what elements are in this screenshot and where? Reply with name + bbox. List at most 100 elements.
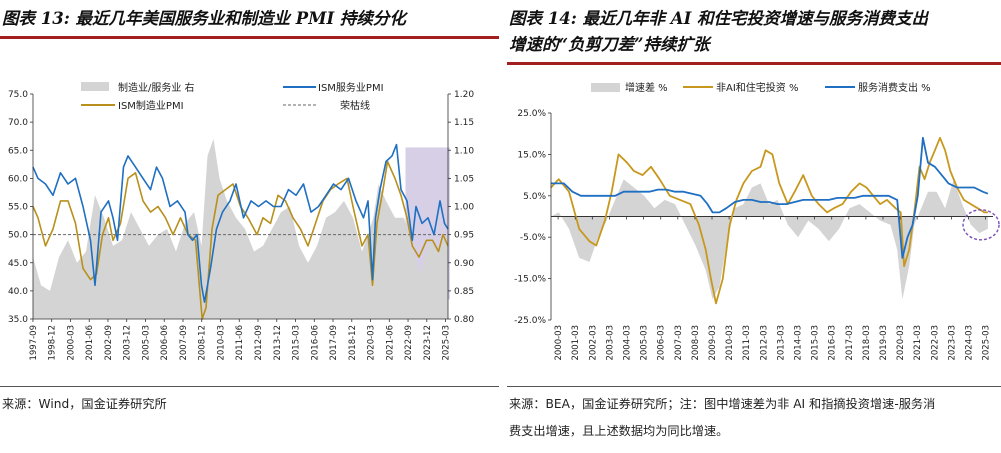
x-tick-label: 2010-03 xyxy=(216,325,226,361)
x-tick-label: 2005-03 xyxy=(640,325,650,361)
x-tick-label: 2008-12 xyxy=(198,325,208,361)
x-tick-label: 2017-03 xyxy=(845,325,855,361)
legend-swatch-gap xyxy=(591,83,620,92)
left-source-note: 来源：Wind，国金证券研究所 xyxy=(2,397,167,411)
y2-tick-label: 1.20 xyxy=(454,90,474,100)
legend-label-gap: 增速差 % xyxy=(625,81,668,94)
x-tick-label: 2022-09 xyxy=(404,325,414,361)
x-tick-label: 2008-03 xyxy=(691,325,701,361)
negative-gap-highlight-circle xyxy=(962,209,1000,241)
x-tick-label: 1998-12 xyxy=(48,325,58,361)
right-source-note-line1: 来源：BEA，国金证券研究所；注：图中增速差为非 AI 和指摘投资增速-服务消 xyxy=(509,397,936,411)
x-tick-label: 2018-03 xyxy=(862,325,872,361)
y2-tick-label: 1.15 xyxy=(454,118,474,128)
x-tick-label: 2011-06 xyxy=(235,325,245,361)
legend-label-manufacturing: ISM制造业PMI xyxy=(118,99,184,112)
x-tick-label: 2014-03 xyxy=(794,325,804,361)
mfg-services-ratio-area xyxy=(33,139,448,319)
y-tick-label: 45.0 xyxy=(8,259,28,269)
x-tick-label: 2001-06 xyxy=(85,325,95,361)
y2-tick-label: 1.05 xyxy=(454,174,474,184)
right-figure-title-line1: 图表 14: 最近几年非 AI 和住宅投资增速与服务消费支出 xyxy=(509,9,929,28)
x-tick-label: 2015-03 xyxy=(811,325,821,361)
right-figure-title-line2: 增速的“负剪刀差”持续扩张 xyxy=(509,35,710,54)
right-source-note-line2: 费支出增速，且上述数据均为同比增速。 xyxy=(509,424,729,438)
legend-label-baseline: 荣枯线 xyxy=(340,99,370,112)
y-tick-label: -25.0% xyxy=(514,316,546,326)
x-tick-label: 2020-03 xyxy=(896,325,906,361)
services-consumption-line xyxy=(551,136,989,259)
y2-tick-label: 0.90 xyxy=(454,259,474,269)
x-tick-label: 2010-03 xyxy=(725,325,735,361)
growth-gap-area xyxy=(551,179,988,300)
y2-tick-label: 0.80 xyxy=(454,315,474,325)
y2-tick-label: 1.10 xyxy=(454,146,474,156)
non-ai-residential-investment-line xyxy=(550,136,988,305)
y2-tick-label: 0.95 xyxy=(454,231,474,241)
x-tick-label: 2018-12 xyxy=(348,325,358,361)
y-tick-label: 40.0 xyxy=(8,287,28,297)
ism-manufacturing-line xyxy=(32,160,449,320)
y-tick-label: 5.0% xyxy=(523,192,546,202)
x-tick-label: 2000-03 xyxy=(554,325,564,361)
investment-consumption-chart: -25.0% -15.0% -5.0% 5.0% 15.0% 25.0% 2000-03 20… xyxy=(514,81,1000,361)
left-source-rule xyxy=(0,386,499,387)
right-source-rule xyxy=(507,386,1001,387)
x-tick-label: 2021-03 xyxy=(913,325,923,361)
legend-label-consumption: 服务消费支出 % xyxy=(858,81,931,94)
x-tick-label: 2003-12 xyxy=(123,325,133,361)
x-tick-label: 2021-06 xyxy=(385,325,395,361)
legend-swatch-ratio xyxy=(81,82,109,91)
x-tick-label: 2004-03 xyxy=(623,325,633,361)
left-title-rule xyxy=(0,36,499,39)
y-tick-label: -5.0% xyxy=(520,233,547,243)
x-tick-label: 2006-03 xyxy=(657,325,667,361)
y-tick-label: 75.0 xyxy=(8,90,28,100)
pmi-chart: 35.0 40.0 45.0 50.0 55.0 60.0 65.0 70.0 75.0 0.80… xyxy=(8,81,474,361)
y-tick-label: 55.0 xyxy=(8,203,28,213)
y-tick-label: 70.0 xyxy=(8,118,28,128)
x-tick-label: 2024-03 xyxy=(964,325,974,361)
x-tick-label: 2012-09 xyxy=(254,325,264,361)
x-tick-label: 2002-09 xyxy=(104,325,114,361)
x-tick-label: 1997-09 xyxy=(29,325,39,361)
y-tick-label: 35.0 xyxy=(8,315,28,325)
x-tick-label: 2002-03 xyxy=(588,325,598,361)
right-title-rule xyxy=(507,62,1001,65)
x-tick-label: 2020-03 xyxy=(367,325,377,361)
x-tick-label: 2023-03 xyxy=(947,325,957,361)
x-tick-label: 2019-03 xyxy=(879,325,889,361)
y-tick-label: 60.0 xyxy=(8,174,28,184)
x-tick-label: 2009-03 xyxy=(708,325,718,361)
x-tick-label: 2025-03 xyxy=(442,325,452,361)
x-tick-label: 2001-03 xyxy=(571,325,581,361)
x-tick-label: 2022-03 xyxy=(930,325,940,361)
y2-tick-label: 0.85 xyxy=(454,287,474,297)
x-tick-label: 2016-06 xyxy=(310,325,320,361)
x-tick-label: 2011-03 xyxy=(742,325,752,361)
x-tick-label: 2017-09 xyxy=(329,325,339,361)
y-tick-label: 25.0% xyxy=(517,109,546,119)
x-tick-label: 2005-03 xyxy=(141,325,151,361)
x-tick-label: 2000-03 xyxy=(66,325,76,361)
left-figure-title: 图表 13: 最近几年美国服务业和制造业 PMI 持续分化 xyxy=(2,9,406,28)
y-tick-label: 15.0% xyxy=(517,150,546,160)
x-tick-label: 2003-03 xyxy=(605,325,615,361)
y-tick-label: -15.0% xyxy=(514,275,546,285)
x-tick-label: 2006-06 xyxy=(160,325,170,361)
x-tick-label: 2007-03 xyxy=(674,325,684,361)
x-tick-label: 2007-09 xyxy=(179,325,189,361)
right-figure-panel: 图表 14: 最近几年非 AI 和住宅投资增速与服务消费支出 增速的“负剪刀差”… xyxy=(507,0,1001,453)
legend-label-investment: 非AI和住宅投资 % xyxy=(716,81,798,94)
x-tick-label: 2016-03 xyxy=(828,325,838,361)
legend-label-services: ISM服务业PMI xyxy=(318,81,384,94)
y2-tick-label: 1.00 xyxy=(454,203,474,213)
ism-services-line xyxy=(32,143,449,303)
y-tick-label: 50.0 xyxy=(8,231,28,241)
x-tick-label: 2012-03 xyxy=(759,325,769,361)
left-figure-panel: 图表 13: 最近几年美国服务业和制造业 PMI 持续分化 35.0 40.0 45… xyxy=(0,0,499,453)
x-tick-label: 2015-03 xyxy=(292,325,302,361)
x-tick-label: 2013-03 xyxy=(776,325,786,361)
x-tick-label: 2013-12 xyxy=(273,325,283,361)
panel-gutter xyxy=(499,0,507,453)
